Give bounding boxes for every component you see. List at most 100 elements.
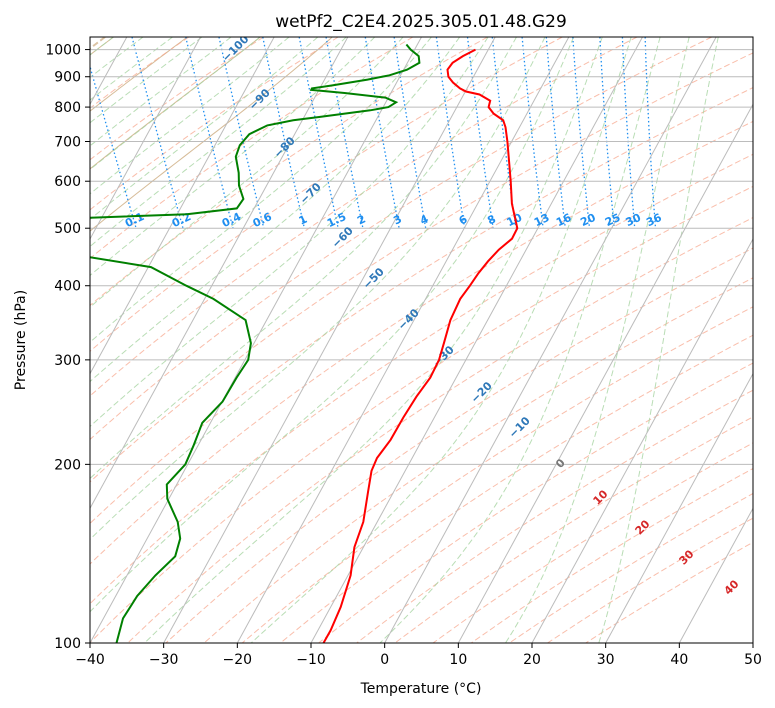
- y-tick-label: 400: [54, 279, 81, 295]
- dry-adiabat-line: [394, 416, 753, 643]
- moist-adiabat-line: [598, 37, 719, 643]
- x-tick-label: −40: [75, 652, 105, 668]
- dry-adiabat-line: [90, 37, 488, 307]
- mixing-ratio-label: 0.6: [251, 210, 274, 230]
- mixing-ratio-label: 13: [532, 211, 551, 229]
- isotherm-line: [90, 37, 349, 510]
- mixing-ratio-label: 1: [297, 213, 309, 228]
- mixing-ratio-label: 16: [554, 211, 574, 229]
- dry-adiabat-line: [90, 37, 712, 441]
- moist-adiabat-line: [505, 37, 690, 643]
- isotherm-line: [457, 103, 753, 643]
- plot-frame: [89, 36, 754, 644]
- moist-adiabat-line: [90, 37, 575, 613]
- isotherm-line: [90, 37, 201, 241]
- moist-adiabat-line: [90, 37, 261, 171]
- isotherm-line: [163, 37, 496, 643]
- dry-adiabat-line: [90, 37, 339, 211]
- isotherm-line: [236, 37, 570, 643]
- dry-adiabat-label: −70: [297, 180, 324, 207]
- x-tick-label: 30: [597, 652, 615, 668]
- isotherm-line: [531, 237, 753, 643]
- moist-adiabat-label: 0: [553, 456, 568, 471]
- dry-adiabat-line: [90, 153, 753, 605]
- moist-adiabat-label: 20: [633, 517, 653, 537]
- y-tick-label: 900: [54, 70, 81, 86]
- x-tick-label: −10: [296, 652, 326, 668]
- x-axis-label: Temperature (°C): [360, 681, 482, 697]
- moist-adiabat-line: [90, 37, 489, 428]
- isotherm-line: [310, 37, 643, 643]
- moist-adiabat-line: [90, 37, 347, 248]
- dry-adiabat-line: [90, 185, 753, 643]
- mixing-ratio-label: 8: [485, 213, 497, 228]
- line-annotations: −100−90−80−70−60−50−40−30−20−100.1 0.2 0.4…: [123, 37, 742, 598]
- temperature-profile-line: [322, 48, 519, 643]
- dry-adiabat-line: [585, 541, 753, 643]
- isotherm-line: [384, 37, 717, 643]
- dry-adiabat-line: [241, 306, 753, 643]
- x-tick-label: −30: [149, 652, 179, 668]
- mixing-ratio-line: [621, 37, 636, 229]
- y-tick-label: 100: [54, 636, 81, 652]
- y-tick-label: 600: [54, 174, 81, 190]
- mixing-ratio-label: 2: [355, 213, 367, 228]
- y-tick-label: 800: [54, 100, 81, 116]
- moist-adiabat-line: [90, 37, 203, 124]
- x-axis-ticks: −40 −30 −20 −10 0 10 20 30 40 50: [75, 643, 762, 668]
- moist-adiabat-line: [90, 37, 404, 308]
- background-lines: [90, 37, 753, 643]
- mixing-ratio-label: 25: [603, 211, 622, 229]
- chart-title: wetPf2_C2E4.2025.305.01.48.G29: [275, 12, 567, 32]
- isotherm-line: [90, 37, 275, 375]
- mixing-ratio-label: 4: [418, 212, 431, 227]
- moist-adiabat-line: [90, 37, 319, 221]
- mixing-ratio-line: [545, 37, 566, 229]
- isotherm-line: [90, 37, 422, 643]
- mixing-ratio-label: 36: [644, 211, 664, 229]
- isotherm-line: [678, 507, 753, 643]
- moist-adiabat-line: [90, 37, 432, 343]
- x-tick-label: 10: [449, 652, 467, 668]
- moist-adiabat-line: [90, 37, 232, 147]
- moist-adiabat-label: 40: [722, 577, 742, 597]
- mixing-ratio-line: [262, 37, 306, 229]
- y-tick-label: 1000: [45, 43, 81, 59]
- moist-adiabat-line: [90, 37, 376, 277]
- moist-adiabat-line: [379, 37, 661, 643]
- y-axis-label: Pressure (hPa): [13, 290, 29, 390]
- y-tick-label: 200: [54, 457, 81, 473]
- x-tick-label: 0: [380, 652, 389, 668]
- x-tick-label: 40: [670, 652, 688, 668]
- dry-adiabat-line: [509, 492, 753, 643]
- moist-adiabat-line: [90, 37, 517, 480]
- dry-adiabat-line: [90, 37, 414, 260]
- dry-adiabat-label: −10: [506, 414, 533, 441]
- mixing-ratio-line: [572, 37, 591, 229]
- mixing-ratio-line: [393, 37, 427, 229]
- profile-lines: [90, 43, 519, 643]
- dewpoint-profile-line: [90, 43, 421, 643]
- mixing-ratio-line: [435, 37, 466, 229]
- moist-adiabat-line: [144, 37, 603, 643]
- mixing-ratio-line: [644, 37, 657, 229]
- mixing-ratio-line: [218, 37, 265, 229]
- mixing-ratio-label: 3: [391, 213, 403, 228]
- dry-adiabat-line: [90, 37, 264, 161]
- moist-adiabat-label: 30: [677, 547, 697, 567]
- dry-adiabat-line: [318, 362, 753, 643]
- x-tick-label: 50: [744, 652, 762, 668]
- dry-adiabat-label: −80: [271, 134, 298, 161]
- isotherm-line: [605, 372, 753, 643]
- dry-adiabat-line: [90, 37, 638, 397]
- x-tick-label: 20: [523, 652, 541, 668]
- dry-adiabat-line: [165, 247, 753, 643]
- y-tick-label: 300: [54, 353, 81, 369]
- mixing-ratio-line: [131, 37, 184, 229]
- mixing-ratio-label: 6: [457, 212, 470, 227]
- theta-e-line: [90, 37, 333, 232]
- mixing-ratio-label: 0.1: [123, 210, 146, 230]
- mixing-ratio-line: [185, 37, 234, 229]
- y-tick-label: 500: [54, 221, 81, 237]
- y-axis-ticks: 100 200 300 400 500 600 700 800 900 1000: [45, 43, 90, 652]
